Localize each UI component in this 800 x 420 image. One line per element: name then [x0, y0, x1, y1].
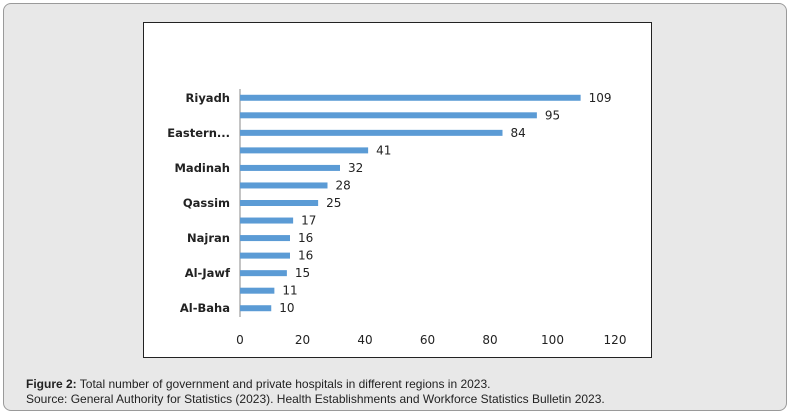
category-label: Madinah — [174, 161, 230, 175]
bar-chart: 109 Riyadh 95 84 Eastern... 41 32 Madinah 28 25 Qa… — [167, 89, 627, 347]
x-tick-label: 40 — [357, 333, 372, 347]
figure-card: 109 Riyadh 95 84 Eastern... 41 32 Madinah 28 25 Qa… — [3, 3, 787, 411]
category-label: Al-Baha — [180, 301, 230, 315]
data-label: 17 — [301, 214, 316, 228]
bar — [240, 129, 503, 136]
category-label: Riyadh — [186, 91, 230, 105]
caption-line: Figure 2: Total number of government and… — [26, 377, 776, 392]
data-label: 15 — [295, 266, 310, 280]
figure-label: Figure 2: — [26, 377, 77, 391]
data-label: 16 — [298, 231, 313, 245]
data-label: 16 — [298, 249, 313, 263]
bar — [240, 287, 275, 294]
bar — [240, 112, 537, 119]
category-label: Najran — [187, 231, 230, 245]
data-label: 84 — [511, 126, 526, 140]
x-tick-label: 120 — [604, 333, 627, 347]
figure-caption: Figure 2: Total number of government and… — [26, 377, 776, 407]
figure-title: Total number of government and private h… — [79, 377, 491, 391]
bar — [240, 147, 369, 154]
category-label: Eastern... — [167, 126, 230, 140]
bar — [240, 252, 290, 259]
bar — [240, 182, 328, 189]
data-label: 109 — [589, 91, 612, 105]
chart-frame: 109 Riyadh 95 84 Eastern... 41 32 Madinah 28 25 Qa… — [143, 22, 652, 358]
data-label: 32 — [348, 161, 363, 175]
bar — [240, 305, 272, 312]
x-tick-label: 80 — [482, 333, 497, 347]
x-tick-label: 0 — [236, 333, 244, 347]
bar — [240, 200, 319, 206]
category-label: Qassim — [183, 196, 230, 210]
data-label: 41 — [376, 143, 391, 157]
bar — [240, 235, 290, 242]
x-tick-label: 60 — [420, 333, 435, 347]
data-label: 28 — [336, 178, 351, 192]
data-label: 95 — [545, 108, 560, 122]
x-tick-label: 20 — [295, 333, 310, 347]
data-label: 25 — [326, 196, 341, 210]
data-label: 10 — [279, 301, 294, 315]
bar — [240, 270, 287, 277]
figure-source: Source: General Authority for Statistics… — [26, 392, 605, 406]
bar — [240, 164, 340, 171]
data-label: 11 — [282, 284, 297, 298]
x-tick-label: 100 — [541, 333, 564, 347]
category-label: Al-Jawf — [185, 266, 231, 280]
bar — [240, 94, 581, 101]
bar — [240, 217, 294, 224]
